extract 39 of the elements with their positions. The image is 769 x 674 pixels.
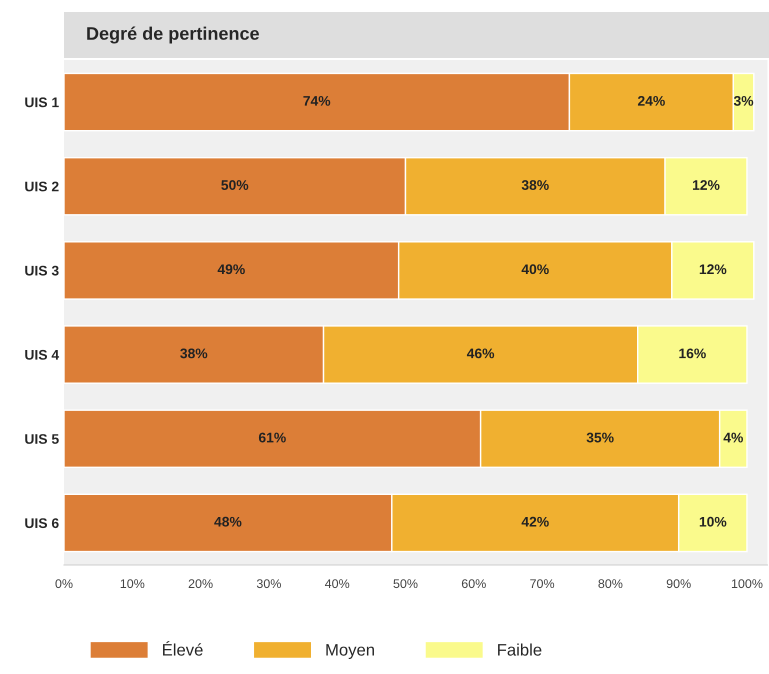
y-tick-label: UIS 2 bbox=[25, 182, 59, 192]
data-label: 12% bbox=[700, 264, 726, 274]
data-label: 38% bbox=[522, 180, 549, 190]
data-label: 24% bbox=[638, 96, 665, 106]
y-tick-label: UIS 3 bbox=[25, 266, 59, 276]
data-label: 38% bbox=[180, 348, 208, 358]
x-tick-label: 60% bbox=[462, 579, 486, 588]
x-tick-label: 50% bbox=[393, 579, 418, 588]
data-label: 40% bbox=[522, 264, 549, 274]
legend-label: Faible bbox=[498, 643, 542, 656]
y-tick-label: UIS 1 bbox=[25, 97, 59, 108]
legend-label: Élevé bbox=[163, 641, 203, 656]
x-tick-label: 100% bbox=[732, 579, 763, 588]
x-tick-label: 10% bbox=[120, 579, 144, 588]
x-tick-label: 80% bbox=[598, 579, 622, 588]
data-label: 61% bbox=[258, 432, 286, 442]
data-label: 12% bbox=[692, 180, 720, 190]
data-label: 16% bbox=[679, 348, 706, 358]
y-tick-label: UIS 4 bbox=[25, 350, 60, 360]
data-label: 50% bbox=[221, 180, 248, 190]
data-label: 10% bbox=[700, 516, 726, 527]
y-tick-label: UIS 5 bbox=[25, 434, 59, 444]
data-label: 3% bbox=[734, 96, 754, 106]
x-tick-label: 0% bbox=[55, 579, 73, 588]
x-tick-label: 20% bbox=[188, 579, 213, 588]
data-label: 42% bbox=[522, 516, 549, 527]
x-tick-label: 90% bbox=[666, 579, 691, 588]
data-label: 35% bbox=[586, 432, 614, 442]
data-label: 4% bbox=[723, 432, 743, 442]
data-label: 48% bbox=[214, 516, 242, 527]
data-label: 74% bbox=[303, 96, 330, 106]
x-tick-label: 70% bbox=[530, 579, 554, 588]
data-label: 49% bbox=[218, 264, 245, 274]
data-label: 46% bbox=[466, 348, 494, 358]
legend-label: Moyen bbox=[326, 644, 374, 659]
x-tick-label: 40% bbox=[324, 579, 350, 588]
x-tick-label: 30% bbox=[256, 579, 281, 588]
chart-title: Degré de pertinence bbox=[87, 26, 259, 44]
y-tick-label: UIS 6 bbox=[25, 518, 59, 528]
